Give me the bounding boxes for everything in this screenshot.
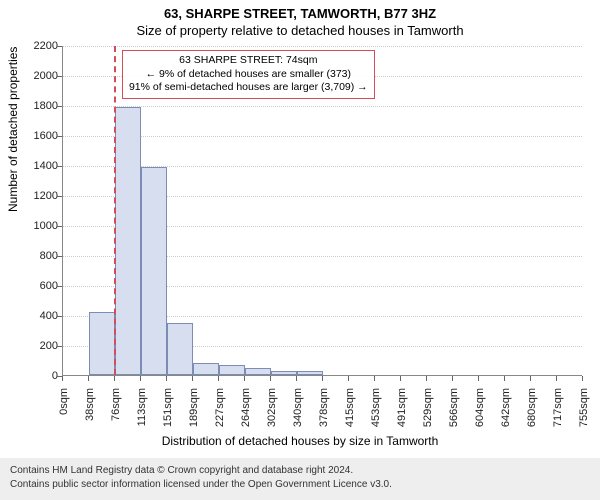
x-tick-mark xyxy=(244,376,245,381)
x-tick-mark xyxy=(322,376,323,381)
y-tick-mark xyxy=(57,106,62,107)
histogram-chart: Number of detached properties 0200400600… xyxy=(0,42,600,442)
x-tick-label: 604sqm xyxy=(474,388,486,438)
x-tick-mark xyxy=(478,376,479,381)
x-tick-mark xyxy=(192,376,193,381)
y-tick-mark xyxy=(57,166,62,167)
x-tick-mark xyxy=(270,376,271,381)
footer-line2: Contains public sector information licen… xyxy=(10,478,590,492)
x-tick-label: 378sqm xyxy=(318,388,330,438)
x-tick-mark xyxy=(296,376,297,381)
y-tick-label: 200 xyxy=(18,340,58,352)
page-title-desc: Size of property relative to detached ho… xyxy=(0,21,600,38)
annotation-line2: ← 9% of detached houses are smaller (373… xyxy=(129,68,368,82)
y-tick-mark xyxy=(57,46,62,47)
x-tick-label: 529sqm xyxy=(422,388,434,438)
x-tick-mark xyxy=(582,376,583,381)
histogram-bar xyxy=(297,371,323,375)
y-tick-label: 400 xyxy=(18,310,58,322)
y-tick-mark xyxy=(57,286,62,287)
reference-line xyxy=(114,46,116,375)
annotation-box: 63 SHARPE STREET: 74sqm ← 9% of detached… xyxy=(122,50,375,99)
x-tick-label: 642sqm xyxy=(500,388,512,438)
y-tick-label: 2000 xyxy=(18,70,58,82)
y-tick-label: 600 xyxy=(18,280,58,292)
annotation-line1: 63 SHARPE STREET: 74sqm xyxy=(129,54,368,68)
x-tick-label: 566sqm xyxy=(448,388,460,438)
page-title-address: 63, SHARPE STREET, TAMWORTH, B77 3HZ xyxy=(0,0,600,21)
x-tick-label: 717sqm xyxy=(552,388,564,438)
y-tick-label: 1000 xyxy=(18,220,58,232)
x-tick-label: 38sqm xyxy=(84,388,96,438)
gridline xyxy=(63,46,582,47)
x-tick-mark xyxy=(400,376,401,381)
y-tick-mark xyxy=(57,346,62,347)
y-tick-label: 1600 xyxy=(18,130,58,142)
x-tick-mark xyxy=(530,376,531,381)
footer: Contains HM Land Registry data © Crown c… xyxy=(0,458,600,500)
x-tick-label: 415sqm xyxy=(344,388,356,438)
histogram-bar xyxy=(245,368,271,376)
x-tick-label: 76sqm xyxy=(110,388,122,438)
y-tick-label: 800 xyxy=(18,250,58,262)
x-tick-mark xyxy=(218,376,219,381)
y-tick-mark xyxy=(57,256,62,257)
x-tick-mark xyxy=(140,376,141,381)
y-tick-mark xyxy=(57,316,62,317)
x-tick-label: 264sqm xyxy=(240,388,252,438)
x-tick-label: 302sqm xyxy=(266,388,278,438)
x-tick-label: 491sqm xyxy=(396,388,408,438)
histogram-bar xyxy=(219,365,245,375)
y-tick-label: 2200 xyxy=(18,40,58,52)
annotation-line3: 91% of semi-detached houses are larger (… xyxy=(129,81,368,95)
y-tick-mark xyxy=(57,136,62,137)
x-tick-mark xyxy=(62,376,63,381)
x-tick-label: 0sqm xyxy=(58,388,70,438)
y-tick-mark xyxy=(57,196,62,197)
y-tick-mark xyxy=(57,226,62,227)
plot-area: 63 SHARPE STREET: 74sqm ← 9% of detached… xyxy=(62,46,582,376)
y-ticks: 0200400600800100012001400160018002000220… xyxy=(0,46,62,376)
x-tick-mark xyxy=(374,376,375,381)
x-tick-mark xyxy=(348,376,349,381)
x-tick-label: 453sqm xyxy=(370,388,382,438)
x-tick-label: 189sqm xyxy=(188,388,200,438)
x-tick-mark xyxy=(166,376,167,381)
x-tick-mark xyxy=(556,376,557,381)
x-tick-mark xyxy=(452,376,453,381)
x-tick-mark xyxy=(88,376,89,381)
histogram-bar xyxy=(193,363,219,375)
histogram-bar xyxy=(89,312,115,375)
x-tick-mark xyxy=(504,376,505,381)
histogram-bar xyxy=(271,371,297,375)
histogram-bar xyxy=(141,167,167,376)
x-tick-label: 113sqm xyxy=(136,388,148,438)
x-tick-label: 151sqm xyxy=(162,388,174,438)
x-tick-label: 340sqm xyxy=(292,388,304,438)
y-tick-label: 1400 xyxy=(18,160,58,172)
x-tick-label: 227sqm xyxy=(214,388,226,438)
histogram-bar xyxy=(167,323,193,376)
x-tick-mark xyxy=(426,376,427,381)
y-tick-label: 1200 xyxy=(18,190,58,202)
y-tick-label: 0 xyxy=(18,370,58,382)
histogram-bar xyxy=(115,107,141,376)
x-tick-label: 755sqm xyxy=(578,388,590,438)
y-tick-label: 1800 xyxy=(18,100,58,112)
footer-line1: Contains HM Land Registry data © Crown c… xyxy=(10,464,590,478)
y-tick-mark xyxy=(57,76,62,77)
x-tick-label: 680sqm xyxy=(526,388,538,438)
x-tick-mark xyxy=(114,376,115,381)
